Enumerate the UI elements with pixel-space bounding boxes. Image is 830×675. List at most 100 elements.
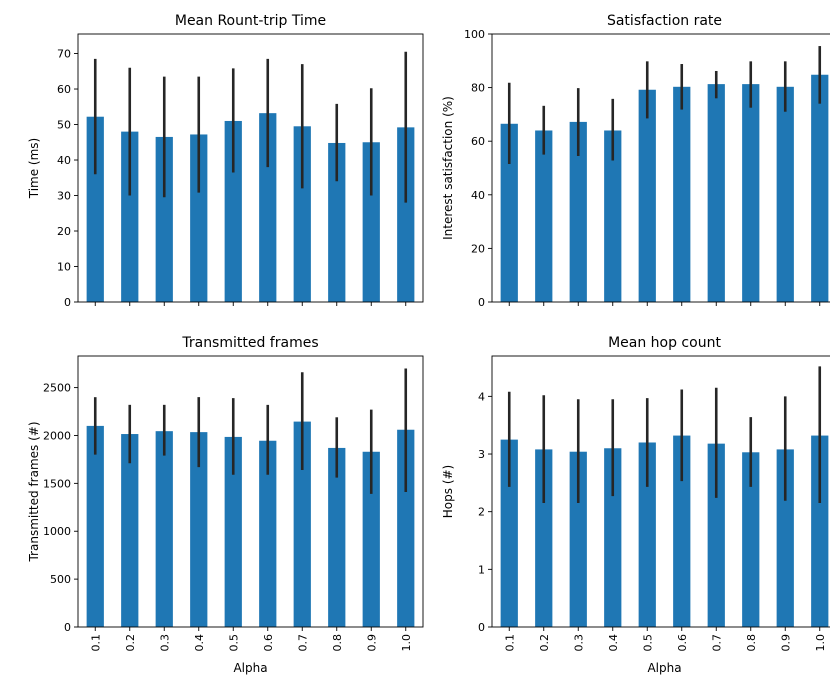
panel-mean-hop-count: Mean hop count Hops (#) Alpha 0 1 2 3 4 0.1 0.… <box>441 335 830 675</box>
bar-1.0 <box>811 435 829 627</box>
y-tick-label: 0 <box>64 296 71 309</box>
bar-0.4 <box>190 432 208 627</box>
bar-1.0 <box>397 127 415 302</box>
bar-0.6 <box>259 440 277 627</box>
bar-0.3 <box>155 136 173 302</box>
bar-1.0 <box>811 74 829 303</box>
x-tick-label: 0.9 <box>365 634 378 652</box>
x-tick-label: 0.7 <box>296 634 309 652</box>
bar-0.9 <box>362 142 380 302</box>
bar-0.8 <box>742 452 760 627</box>
y-tick-label: 60 <box>57 83 71 96</box>
bar-0.1 <box>500 439 518 627</box>
y-tick-label: 0 <box>478 621 485 634</box>
x-tick-label: 0.3 <box>572 634 585 652</box>
y-axis-label: Interest satisfaction (%) <box>441 96 455 240</box>
x-tick-label: 0.6 <box>262 634 275 652</box>
chart-title: Satisfaction rate <box>607 13 722 29</box>
bar-0.1 <box>86 425 104 627</box>
bar-0.5 <box>638 89 656 303</box>
y-tick-label: 1500 <box>43 477 71 490</box>
plot-frame <box>491 33 830 303</box>
bar-0.5 <box>224 120 242 302</box>
x-tick-label: 0.9 <box>779 634 792 652</box>
bar-0.1 <box>500 123 518 302</box>
y-tick-label: 20 <box>471 242 485 255</box>
bar-0.9 <box>776 449 794 627</box>
y-tick-label: 30 <box>57 190 71 203</box>
bar-0.2 <box>121 434 139 627</box>
bar-0.5 <box>638 442 656 627</box>
bar-0.3 <box>569 451 587 627</box>
bar-0.2 <box>535 449 553 627</box>
bar-0.4 <box>604 448 622 627</box>
y-tick-label: 10 <box>57 261 71 274</box>
y-tick-label: 50 <box>57 119 71 132</box>
panel-satisfaction-rate: Satisfaction rate Interest satisfaction … <box>441 13 830 309</box>
chart-title: Transmitted frames <box>181 335 318 351</box>
y-tick-label: 40 <box>471 189 485 202</box>
x-tick-label: 0.2 <box>538 634 551 652</box>
y-tick-label: 2 <box>478 506 485 519</box>
y-axis-label: Transmitted frames (#) <box>27 421 41 562</box>
y-tick-label: 4 <box>478 390 485 403</box>
x-axis-label: Alpha <box>233 661 267 675</box>
y-tick-label: 60 <box>471 135 485 148</box>
chart-title: Mean hop count <box>608 335 721 351</box>
y-axis-label: Time (ms) <box>27 138 41 200</box>
y-tick-label: 100 <box>464 28 485 41</box>
y-tick-label: 80 <box>471 82 485 95</box>
x-tick-label: 0.8 <box>745 634 758 652</box>
bar-0.6 <box>673 435 691 627</box>
x-axis-label: Alpha <box>647 661 681 675</box>
bar-0.3 <box>569 121 587 303</box>
y-tick-label: 0 <box>64 621 71 634</box>
y-tick-label: 70 <box>57 48 71 61</box>
x-tick-label: 0.8 <box>331 634 344 652</box>
bar-0.6 <box>673 86 691 302</box>
bar-0.2 <box>535 130 553 302</box>
bar-0.4 <box>604 130 622 302</box>
x-tick-label: 0.6 <box>676 634 689 652</box>
bar-0.3 <box>155 431 173 627</box>
panel-transmitted-frames: Transmitted frames Transmitted frames (#… <box>27 335 424 675</box>
bar-0.7 <box>293 421 311 627</box>
y-tick-label: 500 <box>50 573 71 586</box>
y-tick-label: 2000 <box>43 429 71 442</box>
bar-0.8 <box>328 447 346 627</box>
x-tick-label: 1.0 <box>814 634 827 652</box>
y-tick-label: 0 <box>478 296 485 309</box>
x-tick-label: 0.4 <box>193 634 206 652</box>
y-tick-label: 40 <box>57 154 71 167</box>
bar-0.4 <box>190 134 208 302</box>
x-tick-label: 0.1 <box>503 634 516 652</box>
x-tick-label: 1.0 <box>400 634 413 652</box>
x-tick-label: 0.4 <box>607 634 620 652</box>
bar-0.6 <box>259 113 277 302</box>
panel-mean-round-trip-time: Mean Rount-trip Time Time (ms) 0 10 20 30 40… <box>27 13 424 309</box>
plot-frame <box>77 355 424 628</box>
x-tick-label: 0.2 <box>124 634 137 652</box>
chart-title: Mean Rount-trip Time <box>175 13 326 29</box>
bar-0.7 <box>707 443 725 627</box>
x-tick-label: 0.3 <box>158 634 171 652</box>
bar-0.8 <box>328 142 346 302</box>
y-tick-label: 1000 <box>43 525 71 538</box>
y-tick-label: 2500 <box>43 382 71 395</box>
x-tick-label: 0.5 <box>641 634 654 652</box>
y-axis-label: Hops (#) <box>441 465 455 518</box>
bar-0.5 <box>224 436 242 627</box>
bar-0.7 <box>707 84 725 303</box>
y-tick-label: 20 <box>57 225 71 238</box>
bar-0.1 <box>86 116 104 303</box>
bar-0.2 <box>121 131 139 302</box>
bar-0.9 <box>362 451 380 627</box>
x-tick-label: 0.5 <box>227 634 240 652</box>
plot-frame <box>77 33 424 303</box>
x-tick-label: 0.1 <box>89 634 102 652</box>
bar-0.9 <box>776 86 794 302</box>
y-tick-label: 3 <box>478 448 485 461</box>
bar-1.0 <box>397 429 415 627</box>
y-tick-label: 1 <box>478 563 485 576</box>
